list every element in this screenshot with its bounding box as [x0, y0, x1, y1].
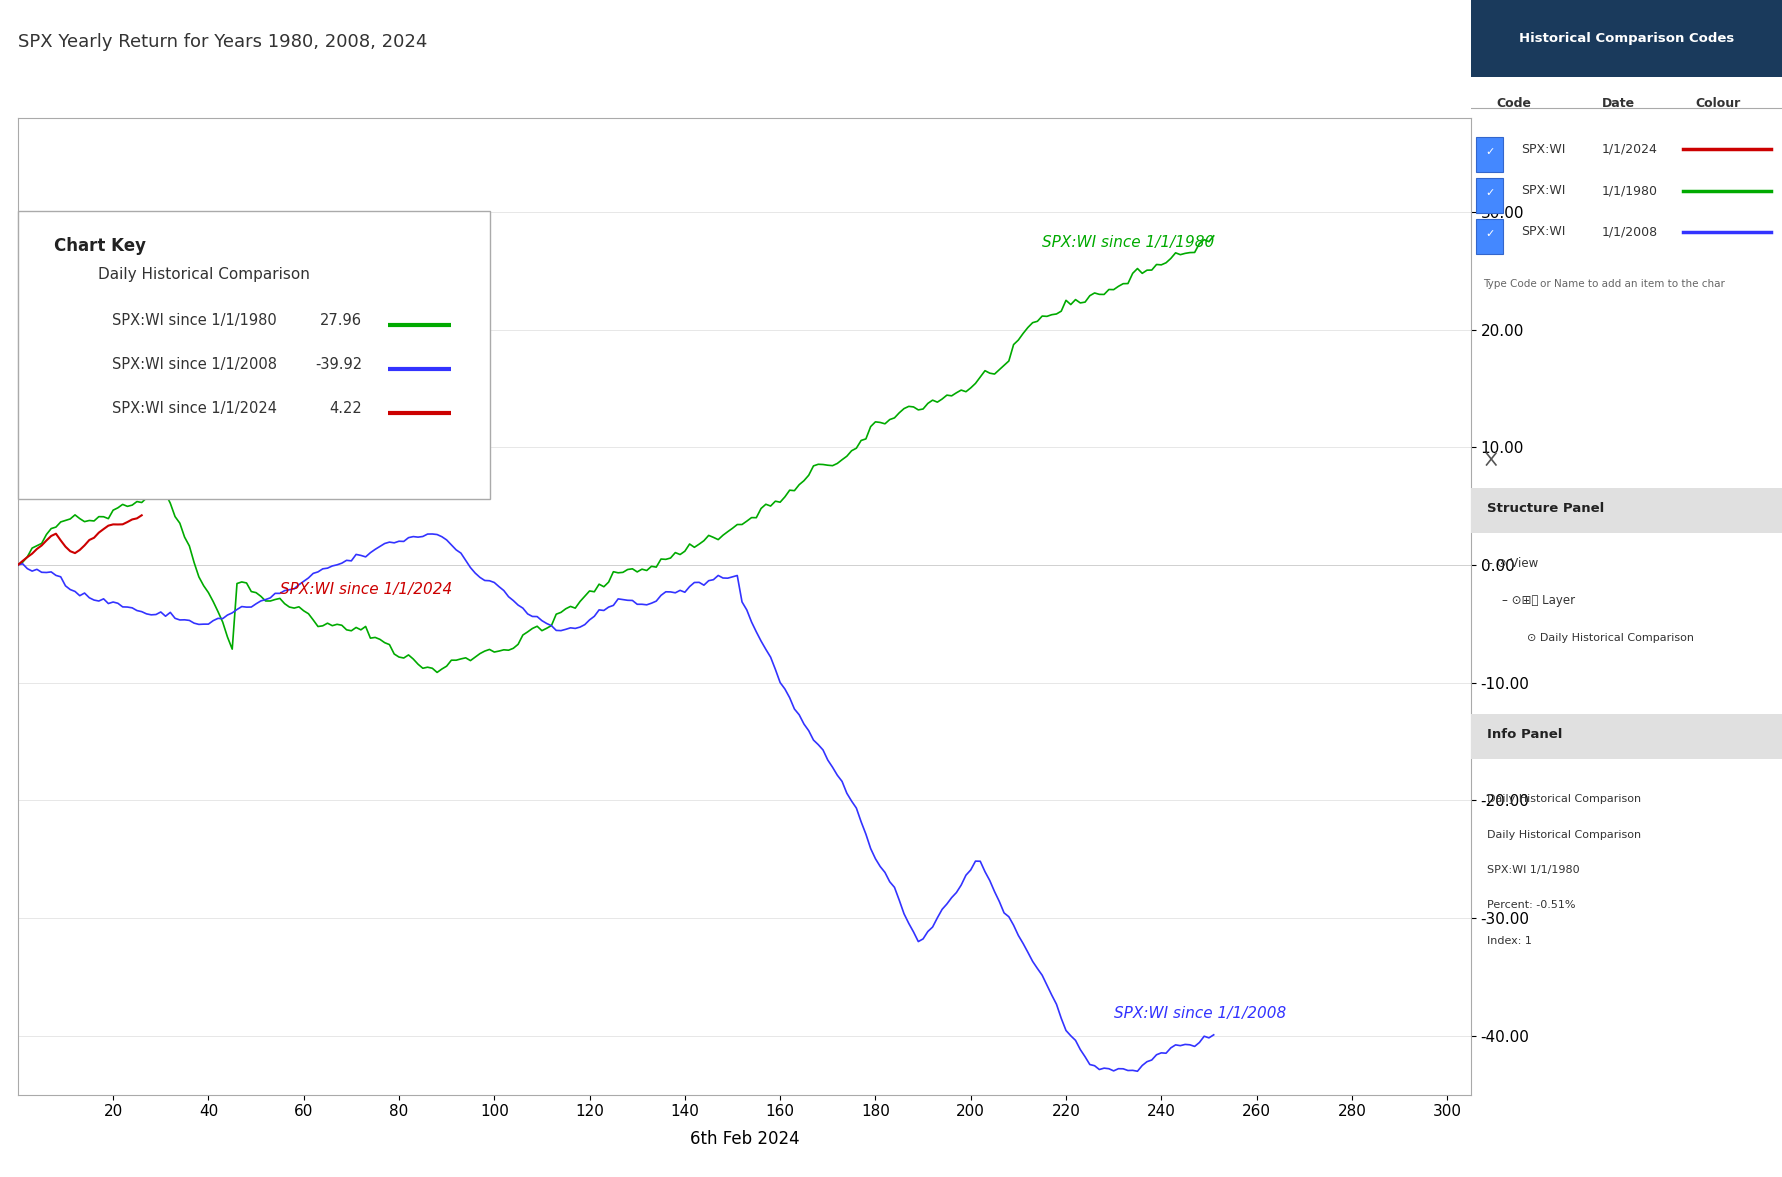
Text: -39.92: -39.92 [315, 357, 362, 372]
Text: Chart Key: Chart Key [53, 237, 146, 255]
Text: 1/1/2024: 1/1/2024 [1602, 142, 1657, 157]
Text: Historical Comparison Codes: Historical Comparison Codes [1518, 32, 1734, 46]
Text: SPX:WI: SPX:WI [1520, 184, 1565, 198]
Text: Daily Historical Comparison: Daily Historical Comparison [1486, 794, 1639, 804]
Text: Index: 1: Index: 1 [1486, 936, 1531, 945]
Text: Code: Code [1495, 97, 1531, 109]
Text: SPX:WI 1/1/1980: SPX:WI 1/1/1980 [1486, 865, 1579, 875]
Text: Structure Panel: Structure Panel [1486, 501, 1604, 516]
Text: ✓: ✓ [1484, 147, 1493, 157]
Text: 27.96: 27.96 [321, 313, 362, 328]
Text: 4.22: 4.22 [330, 401, 362, 415]
Text: Daily Historical Comparison: Daily Historical Comparison [1486, 830, 1639, 839]
Text: SPX:WI since 1/1/2008: SPX:WI since 1/1/2008 [1114, 1006, 1285, 1022]
X-axis label: 6th Feb 2024: 6th Feb 2024 [690, 1130, 798, 1149]
Text: 1/1/1980: 1/1/1980 [1602, 184, 1657, 198]
Text: SPX:WI since 1/1/1980: SPX:WI since 1/1/1980 [1042, 235, 1214, 251]
Text: 1/1/2008: 1/1/2008 [1602, 225, 1657, 239]
Text: SPX:WI since 1/1/1980: SPX:WI since 1/1/1980 [112, 313, 276, 328]
FancyBboxPatch shape [18, 211, 490, 499]
Text: SPX Yearly Return for Years 1980, 2008, 2024: SPX Yearly Return for Years 1980, 2008, … [18, 33, 428, 51]
Text: Date: Date [1602, 97, 1634, 109]
Text: Colour: Colour [1695, 97, 1739, 109]
Text: ⊙ Daily Historical Comparison: ⊙ Daily Historical Comparison [1525, 633, 1693, 643]
Text: ✓: ✓ [1484, 188, 1493, 198]
FancyBboxPatch shape [1475, 219, 1502, 254]
Text: SPX:WI since 1/1/2008: SPX:WI since 1/1/2008 [112, 357, 278, 372]
FancyBboxPatch shape [1470, 488, 1782, 533]
Text: – ⊙ View: – ⊙ View [1486, 557, 1536, 570]
Text: Percent: -0.51%: Percent: -0.51% [1486, 900, 1574, 910]
FancyBboxPatch shape [1470, 0, 1782, 77]
Text: SPX:WI: SPX:WI [1520, 225, 1565, 239]
FancyBboxPatch shape [1470, 714, 1782, 759]
Text: SPX:WI: SPX:WI [1520, 142, 1565, 157]
FancyBboxPatch shape [1475, 178, 1502, 213]
Text: ✓: ✓ [1484, 230, 1493, 239]
Text: – ⊙⊞🔒 Layer: – ⊙⊞🔒 Layer [1500, 594, 1575, 607]
Text: Type Code or Name to add an item to the char: Type Code or Name to add an item to the … [1483, 279, 1725, 288]
Text: SPX:WI since 1/1/2024: SPX:WI since 1/1/2024 [280, 583, 453, 598]
Text: SPX:WI since 1/1/2024: SPX:WI since 1/1/2024 [112, 401, 278, 415]
Text: Daily Historical Comparison: Daily Historical Comparison [98, 267, 310, 282]
FancyBboxPatch shape [1475, 137, 1502, 172]
Text: Info Panel: Info Panel [1486, 727, 1561, 742]
